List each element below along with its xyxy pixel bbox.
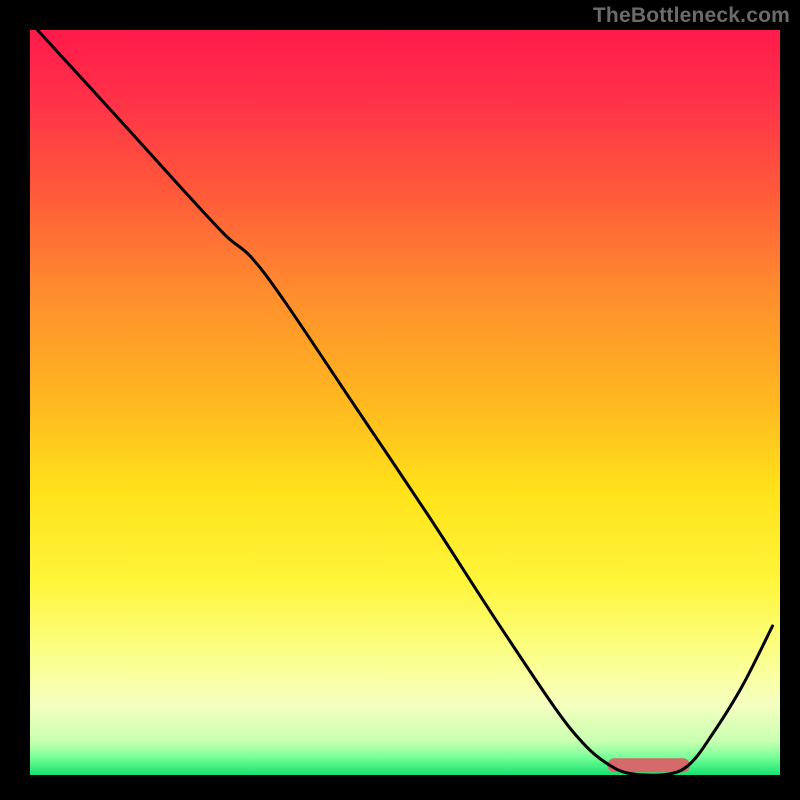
bottleneck-chart-container: { "watermark": { "text": "TheBottleneck.… — [0, 0, 800, 800]
watermark-text: TheBottleneck.com — [593, 4, 790, 28]
bottleneck-chart — [0, 0, 800, 800]
gradient-background — [30, 30, 780, 775]
